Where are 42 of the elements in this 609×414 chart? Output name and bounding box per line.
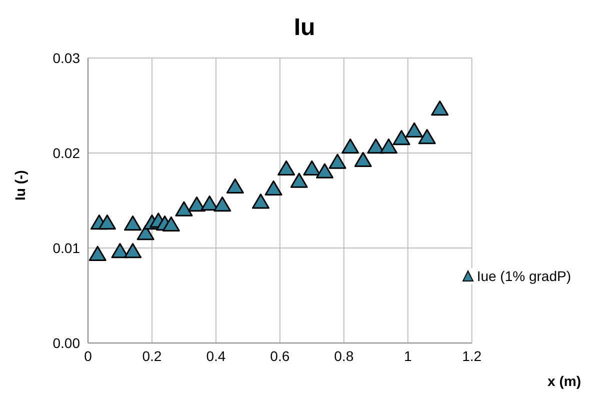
point [418, 129, 436, 144]
point [328, 154, 346, 169]
point [303, 160, 321, 176]
point [316, 163, 334, 178]
point [367, 138, 385, 154]
point [175, 201, 193, 216]
point [290, 172, 308, 188]
point [342, 138, 360, 154]
point [111, 243, 129, 258]
point [431, 100, 449, 116]
point [226, 178, 244, 194]
point [188, 196, 206, 212]
point [88, 246, 106, 261]
point [136, 225, 154, 240]
chart-title: Iu [292, 13, 316, 43]
x-tick-label: 0.4 [206, 348, 226, 364]
y-tick-label: 0.03 [52, 50, 80, 66]
legend-label: Iue (1% gradP) [462, 268, 571, 284]
x-tick-label: 0.8 [334, 348, 354, 364]
point [214, 196, 232, 212]
point [380, 138, 398, 154]
point [406, 122, 424, 138]
x-tick-label: 0 [84, 348, 92, 364]
x-tick-label: 1 [404, 348, 412, 364]
y-axis-title: Iu (-) [12, 170, 28, 200]
x-tick-label: 1.2 [462, 348, 482, 364]
y-tick-label: 0.01 [52, 240, 80, 256]
point [124, 243, 142, 258]
x-tick-label: 0.6 [270, 348, 290, 364]
y-tick-label: 0.02 [52, 144, 80, 161]
point [252, 194, 270, 209]
point [162, 216, 180, 232]
point [124, 216, 142, 231]
y-tick-label: 0.00 [52, 334, 80, 351]
point [354, 152, 372, 167]
point [98, 214, 116, 230]
point [392, 130, 410, 146]
point [200, 196, 218, 211]
point [264, 180, 282, 196]
point [278, 160, 296, 176]
x-tick-label: 0.2 [142, 348, 162, 364]
x-axis-title: x (m) [546, 373, 582, 389]
